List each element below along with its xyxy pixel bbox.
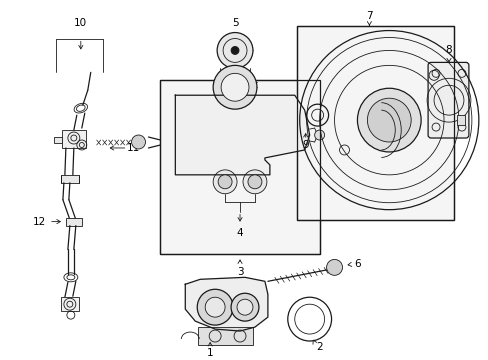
Bar <box>296 26 453 220</box>
Polygon shape <box>185 277 267 331</box>
Bar <box>160 80 319 255</box>
Text: 10: 10 <box>74 18 87 28</box>
Circle shape <box>213 66 256 109</box>
Circle shape <box>231 46 239 54</box>
Bar <box>61 297 79 311</box>
Circle shape <box>243 170 266 194</box>
Circle shape <box>221 73 248 101</box>
Bar <box>160 80 319 255</box>
Bar <box>61 175 79 183</box>
Circle shape <box>366 98 410 142</box>
Bar <box>456 115 464 125</box>
Text: 8: 8 <box>445 45 451 55</box>
Text: 12: 12 <box>32 217 45 226</box>
Text: 4: 4 <box>236 228 243 238</box>
Text: 5: 5 <box>231 18 238 28</box>
Polygon shape <box>175 95 309 175</box>
Circle shape <box>314 130 324 140</box>
Text: 2: 2 <box>316 342 322 352</box>
Circle shape <box>231 293 259 321</box>
Bar <box>54 137 62 143</box>
FancyBboxPatch shape <box>427 62 468 138</box>
Circle shape <box>217 32 252 68</box>
Bar <box>198 327 252 345</box>
Text: 1: 1 <box>206 348 213 358</box>
Circle shape <box>326 260 342 275</box>
Circle shape <box>247 175 262 189</box>
Text: 9: 9 <box>302 140 308 150</box>
Text: 7: 7 <box>366 11 372 21</box>
Bar <box>66 218 81 226</box>
Text: 3: 3 <box>236 267 243 277</box>
Circle shape <box>218 175 232 189</box>
Circle shape <box>131 135 145 149</box>
Circle shape <box>237 299 252 315</box>
Circle shape <box>197 289 233 325</box>
Text: 6: 6 <box>353 260 360 269</box>
Circle shape <box>205 297 224 317</box>
Circle shape <box>213 170 237 194</box>
Bar <box>296 26 453 220</box>
Circle shape <box>357 88 420 152</box>
Text: 11: 11 <box>127 143 140 153</box>
Bar <box>62 130 85 148</box>
